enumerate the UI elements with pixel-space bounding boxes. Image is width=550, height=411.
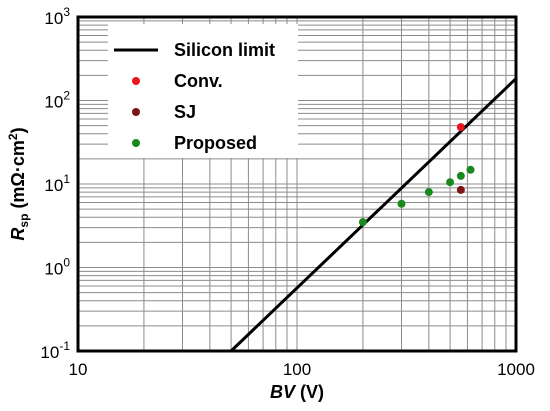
data-points [358, 123, 475, 227]
point-proposed [466, 165, 475, 174]
legend-label-silicon-limit: Silicon limit [174, 40, 275, 60]
legend-label-sj: SJ [174, 102, 196, 122]
legend-label-conv: Conv. [174, 71, 223, 91]
point-proposed [456, 171, 465, 180]
legend-background [108, 24, 298, 158]
point-proposed [446, 178, 455, 187]
point-proposed [358, 218, 367, 227]
silicon-limit-line [230, 77, 518, 353]
legend-marker-proposed [132, 139, 140, 147]
x-axis-title: BV (V) [270, 382, 324, 402]
legend-marker-sj [132, 108, 140, 116]
x-tick-label: 100 [283, 360, 311, 379]
x-tick-label: 1000 [497, 360, 535, 379]
point-proposed [397, 199, 406, 208]
y-tick-label: 102 [44, 89, 70, 112]
y-tick-label: 103 [44, 5, 70, 28]
y-axis-title: Rsp (mΩ·cm2) [6, 127, 31, 240]
legend-marker-conv [132, 77, 140, 85]
legend-label-proposed: Proposed [174, 133, 257, 153]
y-tick-label: 101 [44, 172, 70, 195]
legend: Silicon limit Conv. SJ Proposed [114, 40, 275, 153]
point-proposed [424, 188, 433, 197]
silicon-limit-line-layer [230, 77, 518, 353]
x-tick-label: 10 [69, 360, 88, 379]
y-tick-label: 100 [44, 256, 70, 279]
plot-frame [76, 15, 518, 353]
y-tick-labels: 10-1 100 101 102 103 [40, 5, 70, 362]
point-sj [456, 185, 465, 194]
y-tick-label: 10-1 [40, 339, 70, 362]
x-tick-labels: 10 100 1000 [69, 360, 535, 379]
point-conv [456, 123, 465, 132]
